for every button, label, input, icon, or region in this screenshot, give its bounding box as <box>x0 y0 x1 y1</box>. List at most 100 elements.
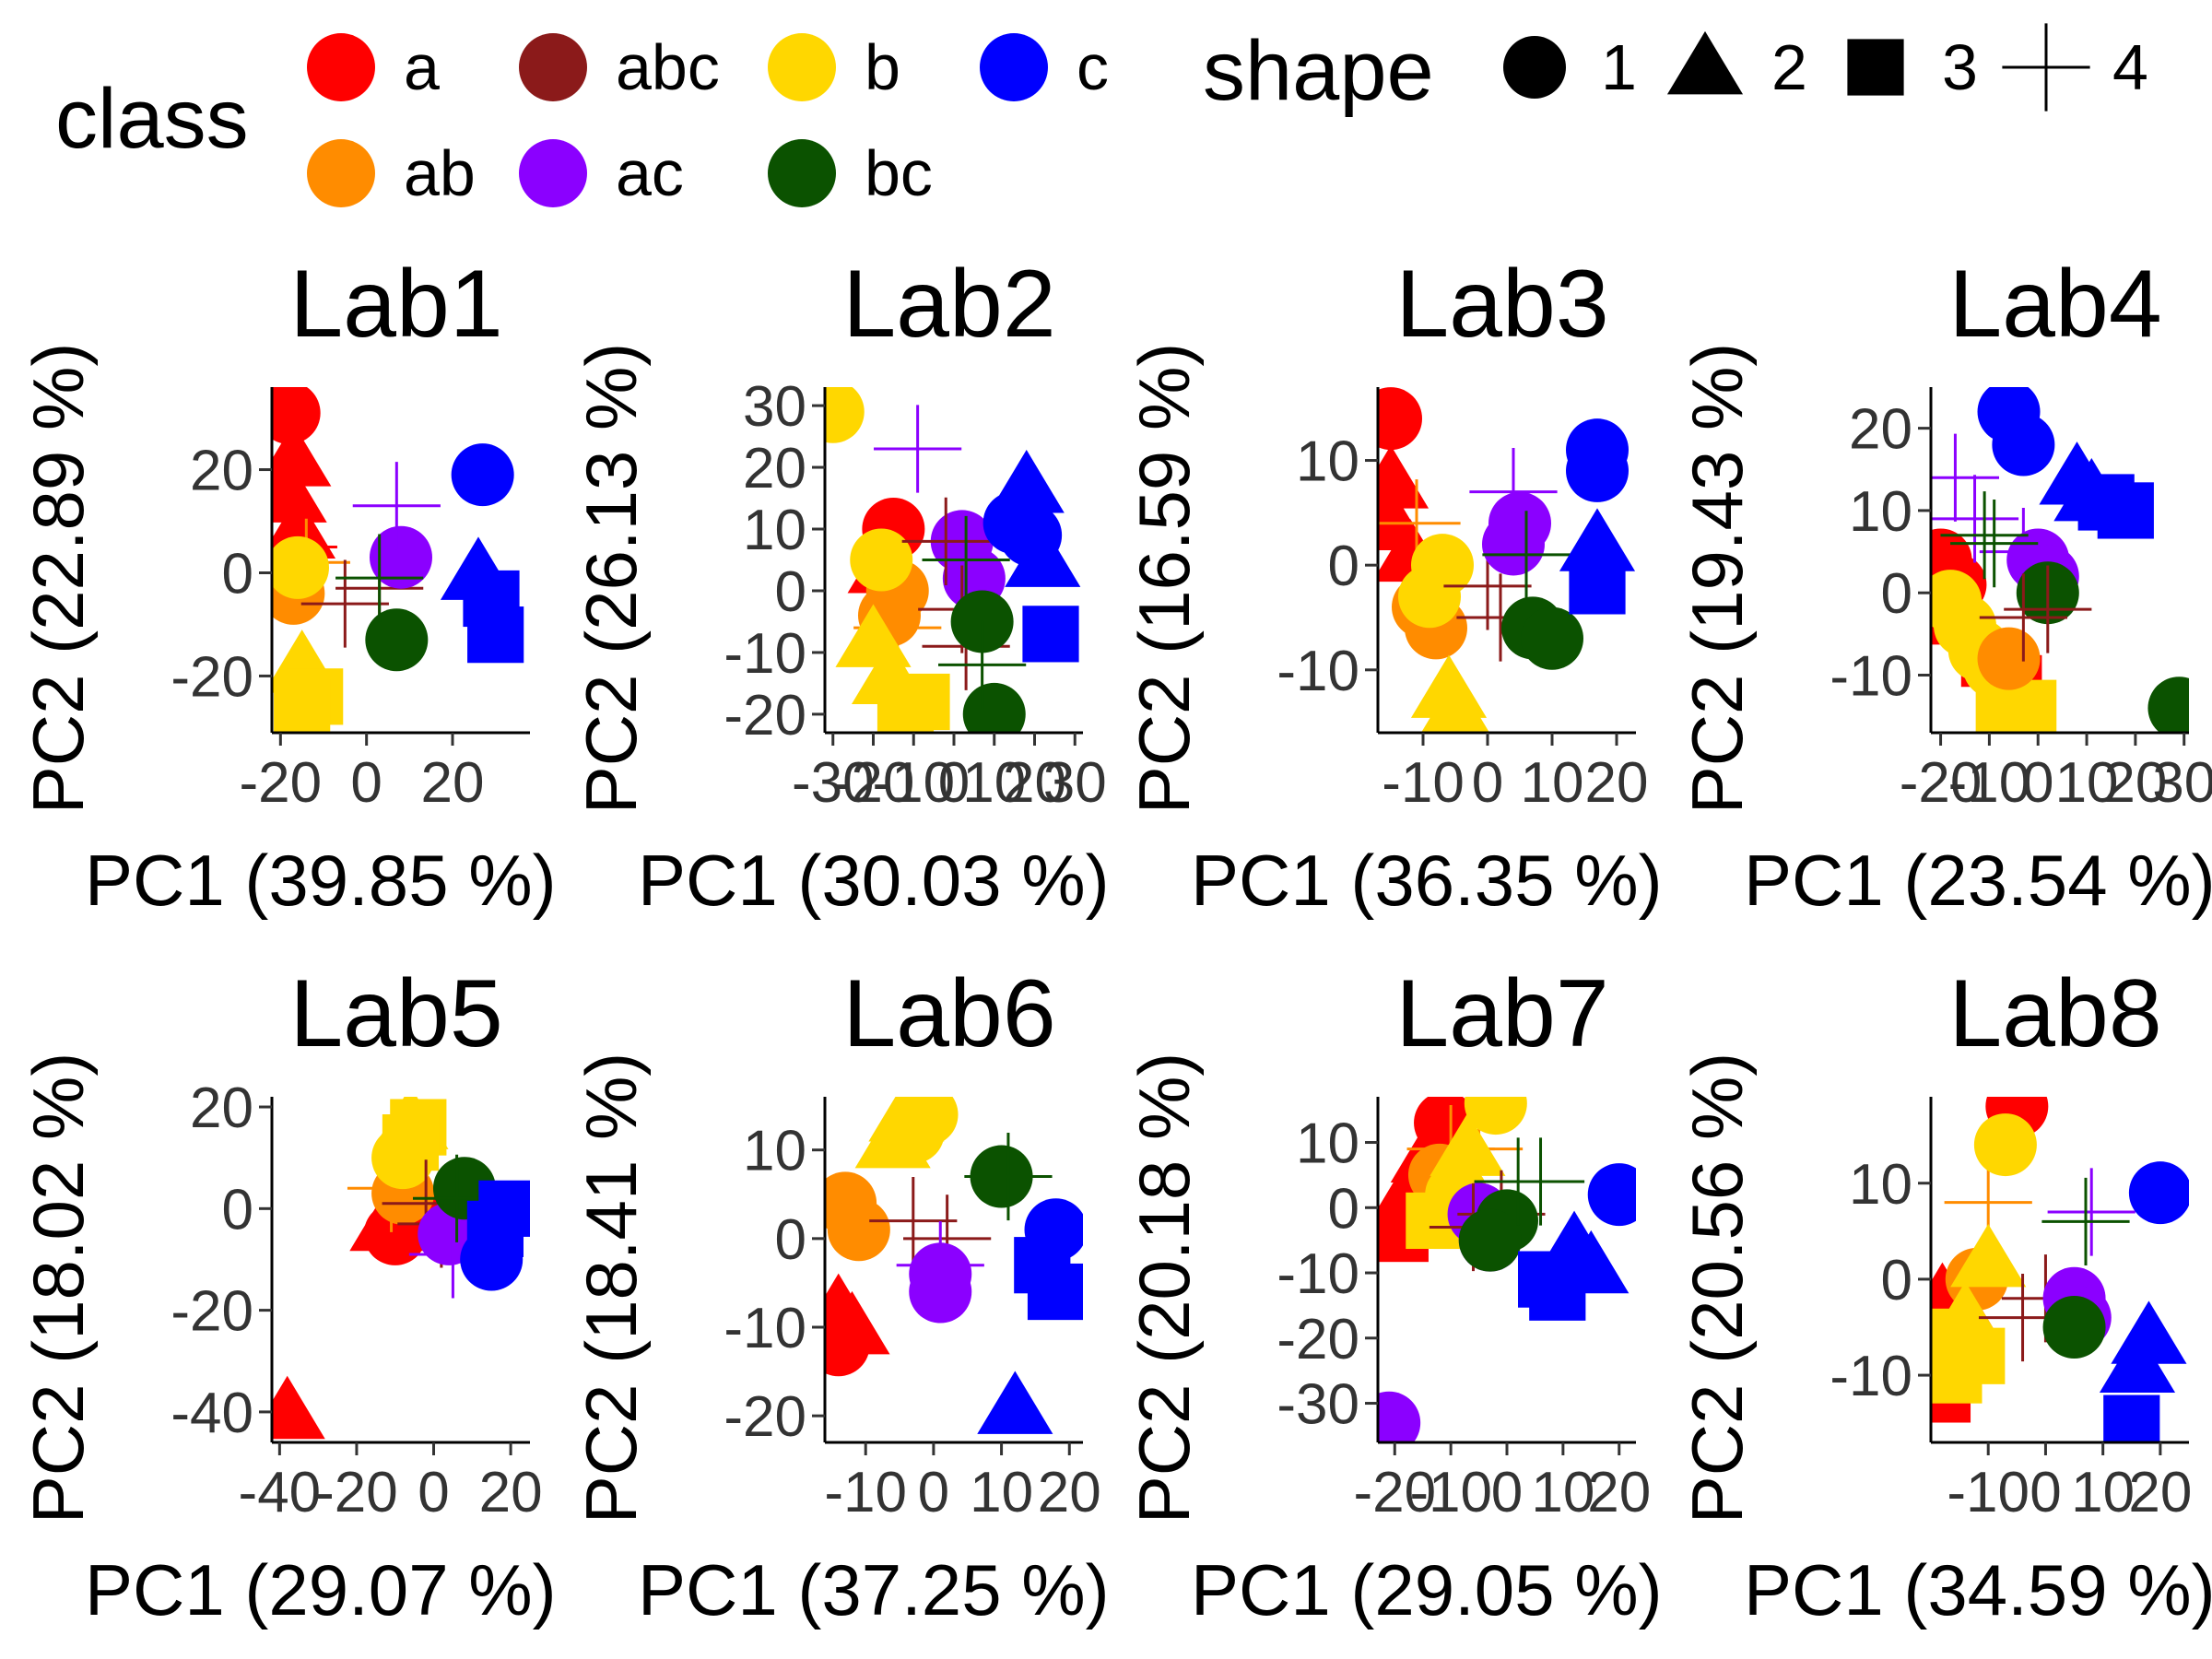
plot-area <box>825 387 1081 733</box>
plot-area <box>1378 1097 1636 1442</box>
x-axis-label: PC1 (29.05 %) <box>1191 1549 1663 1630</box>
data-point <box>1458 1208 1522 1272</box>
y-axis-label: PC2 (20.56 %) <box>1677 1053 1758 1524</box>
legend-shape-label-4: 4 <box>2112 31 2148 103</box>
x-tick-label: 0 <box>1491 1461 1523 1524</box>
legend-shape-label-2: 2 <box>1771 31 1807 103</box>
legend-shape-title: shape <box>1203 24 1434 118</box>
data-point <box>2041 1177 2130 1266</box>
data-point <box>478 1180 530 1237</box>
data-point <box>2004 565 2092 653</box>
data-point <box>893 673 950 731</box>
panel-lab1: Lab1 PC2 (22.89 %) PC1 (39.85 %) -20 0 20 -20 0… <box>18 251 557 921</box>
x-tick-label: 0 <box>2030 1461 2061 1524</box>
x-axis-label: PC1 (34.59 %) <box>1744 1549 2212 1630</box>
data-point <box>371 1126 435 1190</box>
x-axis-label: PC1 (36.35 %) <box>1191 840 1663 921</box>
data-point <box>370 525 432 589</box>
data-point <box>451 443 514 507</box>
panel-title: Lab7 <box>1395 960 1608 1067</box>
x-tick-label: 0 <box>1472 751 1503 815</box>
y-tick-label: 0 <box>1328 1177 1359 1241</box>
data-point <box>1521 606 1583 670</box>
x-tick-label: 10 <box>1521 751 1584 815</box>
y-axis-label: PC2 (26.13 %) <box>571 343 652 815</box>
x-tick-label: 20 <box>479 1461 543 1524</box>
data-point <box>854 1104 931 1169</box>
y-tick-label: 10 <box>1849 1153 1912 1217</box>
legend-label-b: b <box>865 31 900 103</box>
legend-key-c <box>980 33 1048 101</box>
y-tick-label: 30 <box>743 375 806 439</box>
x-tick-label: 30 <box>1043 751 1107 815</box>
panel-title: Lab4 <box>1948 251 2161 358</box>
plot-area <box>1931 387 2189 733</box>
y-tick-label: 0 <box>1881 562 1912 626</box>
data-point <box>901 497 990 586</box>
data-point <box>1587 1163 1636 1227</box>
x-tick-label: 10 <box>962 751 1026 815</box>
y-axis-label: PC2 (19.43 %) <box>1677 343 1758 815</box>
legend-square-icon <box>1847 39 1904 96</box>
legend-key-abc <box>519 33 587 101</box>
data-point <box>922 515 1010 605</box>
y-tick-label: 10 <box>1296 1112 1359 1176</box>
data-point <box>274 678 331 733</box>
x-tick-label: 20 <box>1003 751 1066 815</box>
y-tick-label: -30 <box>1277 1373 1359 1437</box>
data-point <box>1973 1113 2037 1177</box>
data-point <box>977 1371 1053 1434</box>
legend-shape-label-3: 3 <box>1942 31 1978 103</box>
data-point <box>1559 508 1636 571</box>
data-point <box>827 1198 890 1262</box>
x-axis-label: PC1 (39.85 %) <box>85 840 557 921</box>
data-point <box>272 387 321 444</box>
x-tick-label: -30 <box>792 751 875 815</box>
legend-cross-icon <box>2002 23 2090 112</box>
data-point <box>272 535 329 599</box>
panel-title: Lab1 <box>289 251 502 358</box>
legend-circle-icon <box>1503 36 1566 99</box>
data-point <box>938 620 1027 709</box>
data-point <box>869 1177 958 1265</box>
data-point <box>1482 512 1545 576</box>
data-point <box>2097 482 2154 539</box>
y-tick-label: 0 <box>1328 535 1359 598</box>
data-point <box>825 1313 870 1377</box>
data-point <box>825 387 865 443</box>
legend-label-a: a <box>404 31 440 103</box>
data-point <box>1931 433 2000 522</box>
data-point <box>1977 627 2041 690</box>
x-tick-label: 0 <box>350 751 382 815</box>
data-point <box>1398 565 1461 629</box>
data-point <box>1950 500 2039 588</box>
x-tick-label: 30 <box>2152 751 2212 815</box>
legend-label-c: c <box>1077 31 1109 103</box>
data-point <box>272 459 327 523</box>
x-tick-label: -20 <box>1900 751 1983 815</box>
plot-area <box>272 1097 530 1440</box>
panels: Lab1 PC2 (22.89 %) PC1 (39.85 %) -20 0 20 -20 0… <box>18 251 2212 1630</box>
x-tick-label: -20 <box>1353 1461 1436 1524</box>
x-axis-label: PC1 (30.03 %) <box>638 840 1110 921</box>
y-tick-label: -20 <box>1277 1308 1359 1371</box>
data-point <box>1992 413 2055 477</box>
data-point <box>1022 606 1079 663</box>
data-point <box>909 1260 972 1324</box>
y-tick-label: -10 <box>1830 645 1912 709</box>
x-axis-label: PC1 (23.54 %) <box>1744 840 2212 921</box>
data-point <box>964 1132 1053 1221</box>
plot-area <box>825 1097 1083 1434</box>
y-tick-label: 0 <box>775 560 806 624</box>
x-tick-label: 20 <box>2103 751 2167 815</box>
x-tick-label: 20 <box>1587 1461 1651 1524</box>
legend-triangle-icon <box>1666 30 1744 95</box>
data-point <box>335 534 424 622</box>
x-tick-label: -10 <box>1947 1461 2030 1524</box>
data-point <box>1027 1263 1083 1321</box>
legend-label-bc: bc <box>865 137 933 209</box>
data-point <box>962 682 1026 733</box>
